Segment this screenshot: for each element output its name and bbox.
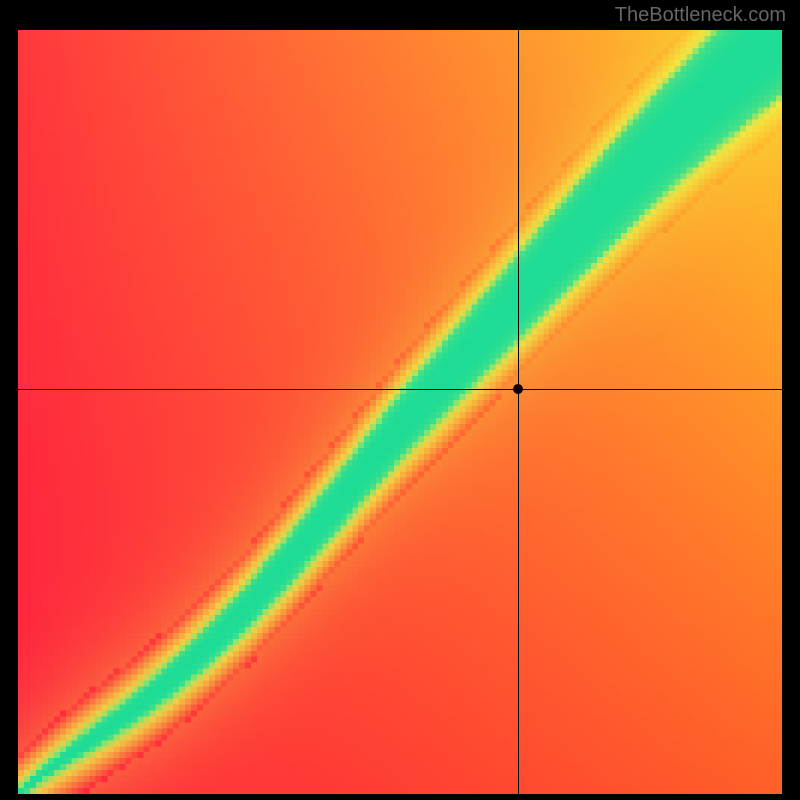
- watermark-text: TheBottleneck.com: [615, 4, 786, 27]
- chart-container: TheBottleneck.com: [0, 0, 800, 800]
- heatmap-plot: [18, 30, 782, 794]
- heatmap-canvas: [18, 30, 782, 794]
